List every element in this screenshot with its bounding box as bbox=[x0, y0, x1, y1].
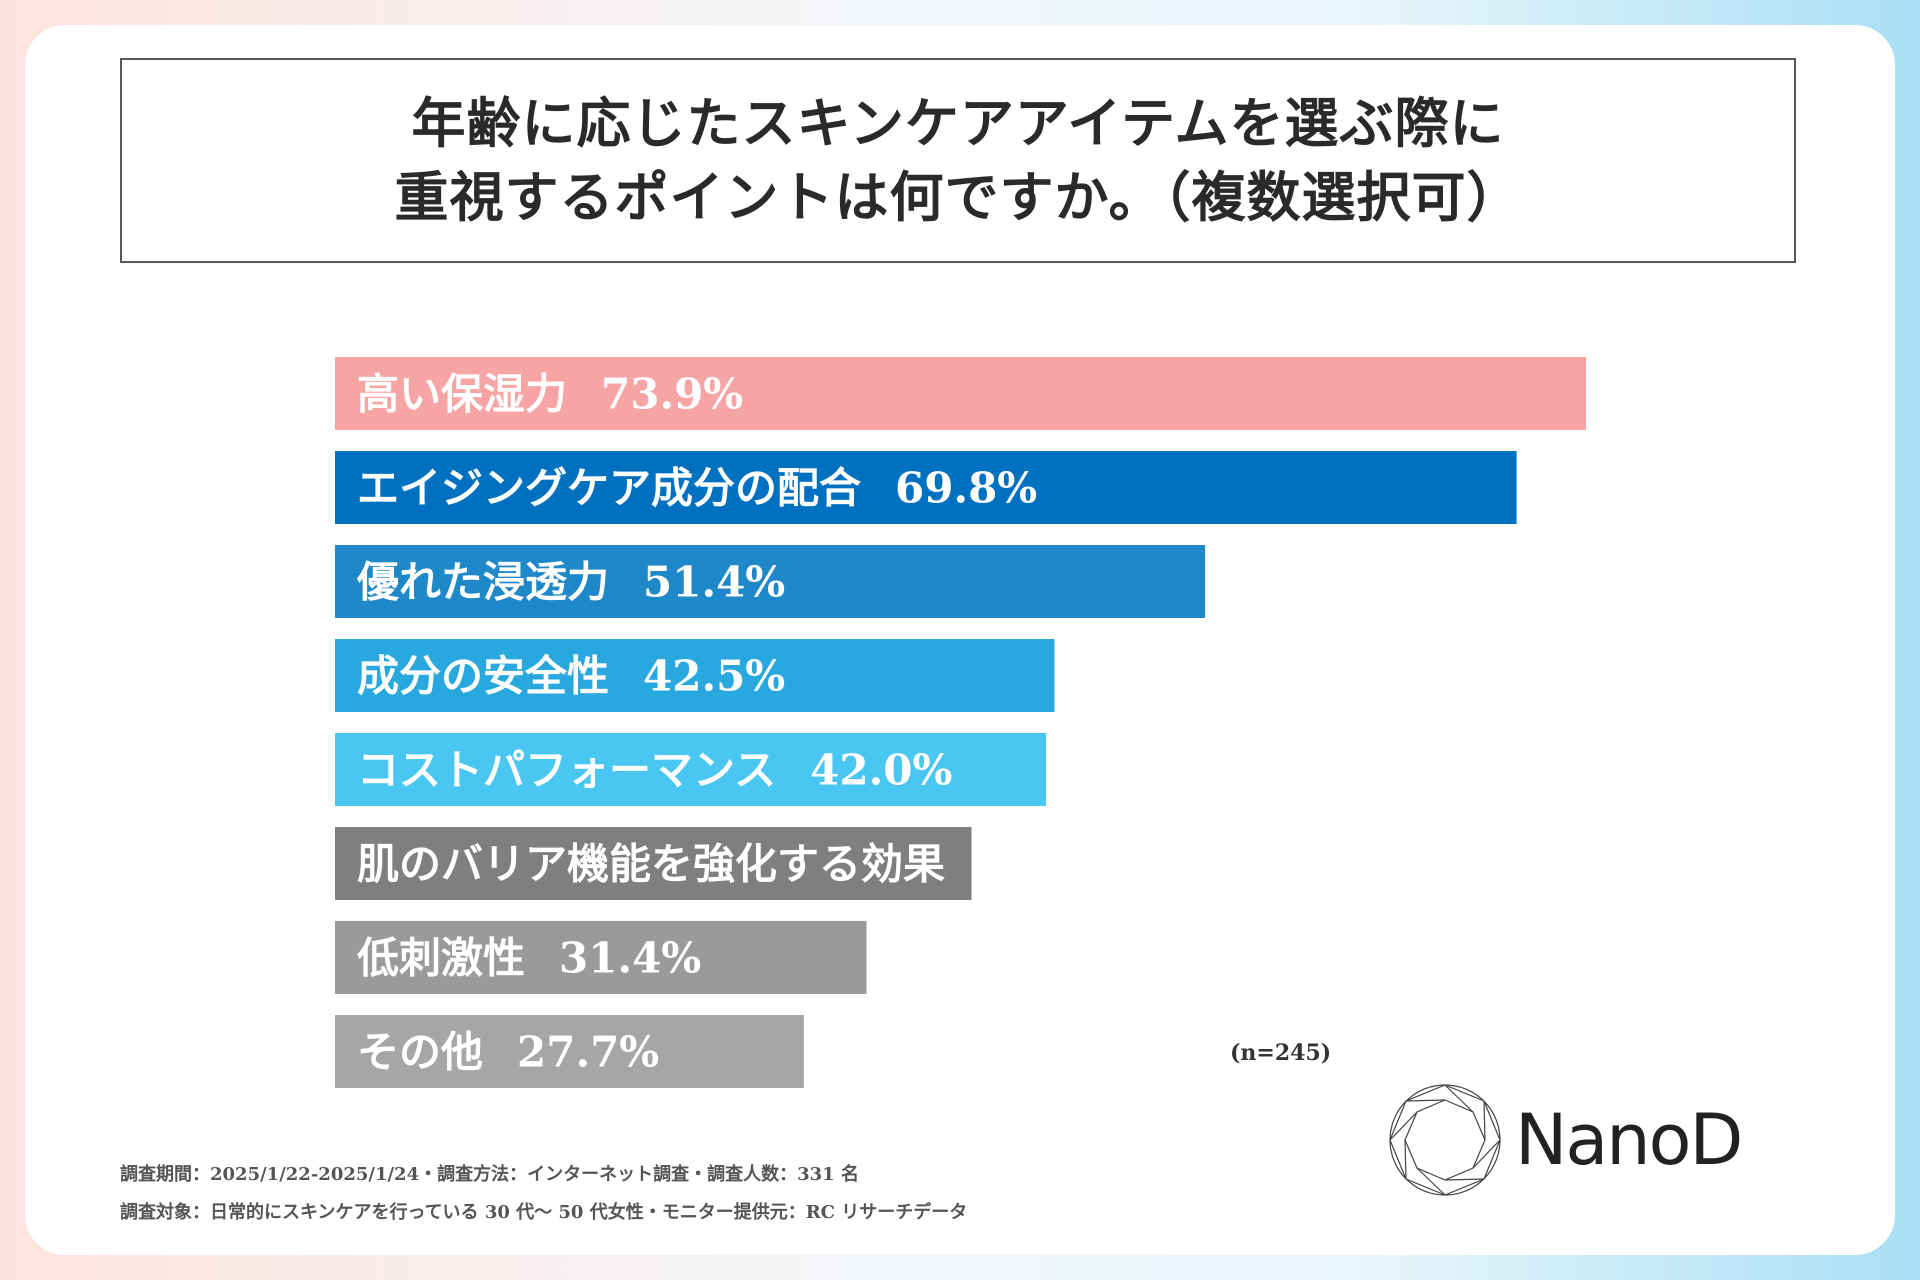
bar-2 bbox=[335, 545, 1206, 618]
bar-category-1: エイジングケア成分の配合 bbox=[357, 464, 861, 513]
sample-size: (n=245) bbox=[1230, 1040, 1332, 1066]
bar-value-5: 37.6% bbox=[979, 840, 1121, 889]
bar-category-3: 成分の安全性 bbox=[357, 652, 609, 701]
bar-label-2: 優れた浸透力 51.4% bbox=[356, 558, 785, 607]
bar-category-6: 低刺激性 bbox=[357, 934, 525, 983]
bar-label-4: コストパフォーマンス 42.0% bbox=[357, 746, 952, 795]
title-box: 年齢に応じたスキンケアアイテムを選ぶ際に 重視するポイントは何ですか。（複数選択… bbox=[120, 58, 1796, 263]
bar-value-6: 31.4% bbox=[559, 934, 701, 983]
bar-label-5: 肌のバリア機能を強化する効果 37.6% bbox=[357, 840, 1121, 889]
bar-label-7: その他 27.7% bbox=[357, 1028, 659, 1077]
logo-text: NanoD bbox=[1515, 1099, 1743, 1181]
bar-3 bbox=[335, 639, 1055, 712]
logo: NanoD bbox=[1385, 1080, 1743, 1200]
bar-0 bbox=[335, 357, 1586, 430]
bar-label-3: 成分の安全性 42.5% bbox=[357, 652, 785, 701]
footnote-line-2: 調査対象：日常的にスキンケアを行っている 30 代～ 50 代女性・モニター提供… bbox=[120, 1202, 968, 1223]
bar-category-5: 肌のバリア機能を強化する効果 bbox=[357, 840, 945, 889]
bar-category-0: 高い保湿力 bbox=[357, 370, 567, 419]
bar-value-2: 51.4% bbox=[643, 558, 785, 607]
bar-4 bbox=[335, 733, 1046, 806]
bar-value-3: 42.5% bbox=[643, 652, 785, 701]
gem-logo-icon bbox=[1389, 1084, 1501, 1196]
bar-value-7: 27.7% bbox=[517, 1028, 659, 1077]
bar-5 bbox=[335, 827, 972, 900]
bar-value-4: 42.0% bbox=[810, 746, 952, 795]
title-line-2: 重視するポイントは何ですか。（複数選択可） bbox=[394, 165, 1522, 229]
footnote-line-1: 調査期間：2025/1/22-2025/1/24・調査方法：インターネット調査・… bbox=[120, 1164, 859, 1185]
bar-7 bbox=[335, 1015, 804, 1088]
bar-value-1: 69.8% bbox=[895, 464, 1037, 513]
bar-category-4: コストパフォーマンス bbox=[357, 746, 776, 795]
bar-category-7: その他 bbox=[357, 1028, 483, 1077]
bar-category-2: 優れた浸透力 bbox=[356, 558, 609, 607]
bar-label-0: 高い保湿力 73.9% bbox=[357, 370, 743, 419]
bar-label-6: 低刺激性 31.4% bbox=[357, 934, 701, 983]
bar-6 bbox=[335, 921, 867, 994]
bar-value-0: 73.9% bbox=[601, 370, 743, 419]
title-line-1: 年齢に応じたスキンケアアイテムを選ぶ際に bbox=[411, 91, 1505, 155]
bar-1 bbox=[335, 451, 1517, 524]
bar-label-1: エイジングケア成分の配合 69.8% bbox=[357, 464, 1037, 513]
